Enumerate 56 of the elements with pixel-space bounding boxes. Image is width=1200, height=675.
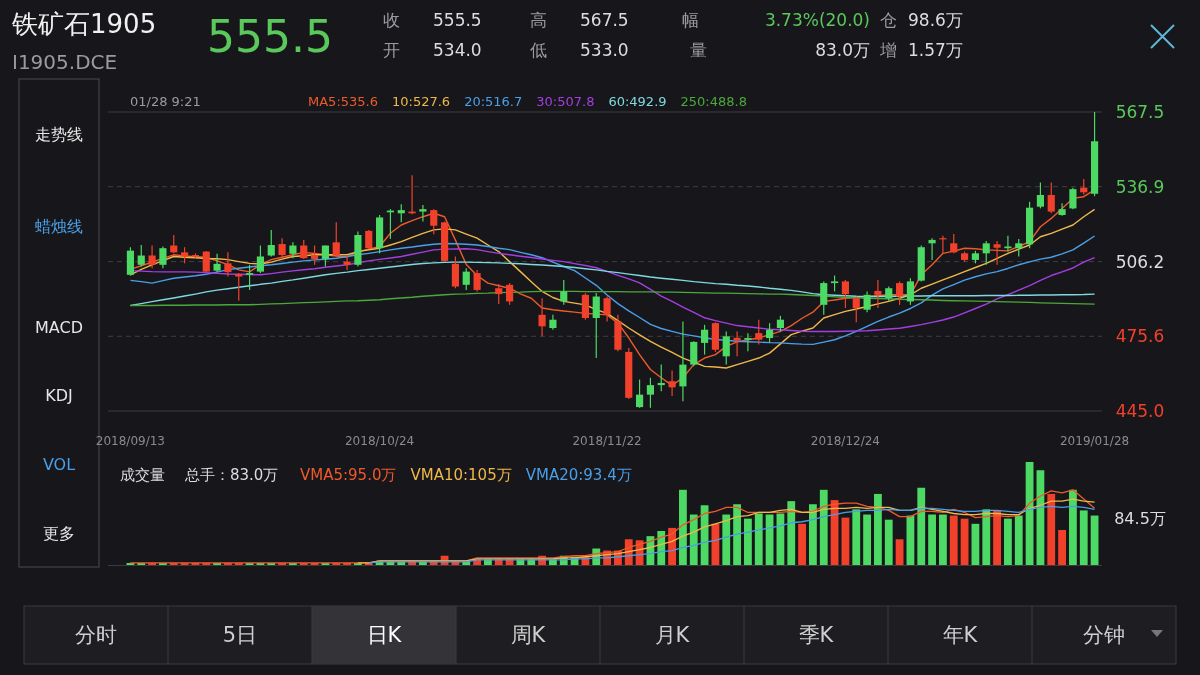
text: 533.0 bbox=[580, 40, 629, 60]
text: 日K bbox=[366, 623, 403, 647]
text: MACD bbox=[35, 318, 83, 337]
text: 幅 bbox=[682, 10, 699, 30]
text: 增 bbox=[879, 40, 897, 60]
text: 60:492.9 bbox=[608, 94, 667, 109]
y-tick-label: 445.0 bbox=[1115, 401, 1165, 421]
text: 3.73%(20.0) bbox=[764, 10, 870, 30]
chart-title: 成交量 bbox=[120, 466, 165, 484]
text: 月K bbox=[654, 623, 691, 647]
text: 周K bbox=[510, 623, 547, 647]
y-tick-label: 475.6 bbox=[1115, 326, 1165, 347]
text: 仓 bbox=[880, 10, 897, 30]
text: 高 bbox=[530, 10, 547, 30]
text: 01/28 9:21 bbox=[130, 94, 201, 109]
text: 走势线 bbox=[35, 125, 83, 144]
text: 量 bbox=[690, 40, 707, 60]
text: 季K bbox=[798, 623, 835, 647]
text: KDJ bbox=[45, 386, 73, 405]
x-tick-label: 2018/09/13 bbox=[95, 434, 165, 448]
text: 555.5 bbox=[433, 10, 482, 30]
text: 10:527.6 bbox=[391, 94, 451, 109]
text: 低 bbox=[530, 40, 547, 60]
text: 84.5万 bbox=[1114, 509, 1166, 528]
text: 年K bbox=[942, 623, 979, 647]
x-tick-label: 2018/10/24 bbox=[345, 434, 415, 448]
text: 蜡烛线 bbox=[35, 217, 83, 236]
text: VMA10:105万 bbox=[410, 466, 512, 484]
y-tick-label: 506.2 bbox=[1115, 251, 1165, 272]
text: VMA20:93.4万 bbox=[525, 466, 632, 484]
text: 250:488.8 bbox=[680, 94, 747, 109]
text: MA5:535.6 bbox=[308, 94, 378, 109]
text: 534.0 bbox=[433, 40, 482, 60]
text: 5日 bbox=[222, 623, 258, 647]
text: 分钟 bbox=[1083, 623, 1125, 647]
chart-title: 铁矿石1905 bbox=[11, 9, 157, 39]
y-tick-label: 567.5 bbox=[1115, 102, 1165, 122]
annotation: 总手：83.0万 bbox=[184, 466, 279, 484]
x-tick-label: 2018/11/22 bbox=[572, 434, 642, 448]
y-tick-label: 536.9 bbox=[1115, 176, 1165, 197]
text: 20:516.7 bbox=[464, 94, 523, 109]
text: 开 bbox=[383, 40, 400, 60]
text: 98.6万 bbox=[908, 10, 963, 30]
text: 30:507.8 bbox=[536, 94, 595, 109]
text: 83.0万 bbox=[815, 40, 870, 60]
text: VMA5:95.0万 bbox=[300, 466, 397, 484]
text: 567.5 bbox=[580, 10, 629, 30]
chart-subtitle: I1905.DCE bbox=[12, 50, 118, 74]
text: 1.57万 bbox=[908, 40, 963, 60]
text: VOL bbox=[42, 455, 76, 474]
text: 555.5 bbox=[207, 11, 333, 62]
text: 分时 bbox=[75, 623, 117, 647]
text: 收 bbox=[383, 10, 400, 30]
text: 更多 bbox=[43, 524, 75, 543]
x-tick-label: 2018/12/24 bbox=[810, 434, 880, 448]
x-tick-label: 2019/01/28 bbox=[1060, 434, 1130, 448]
